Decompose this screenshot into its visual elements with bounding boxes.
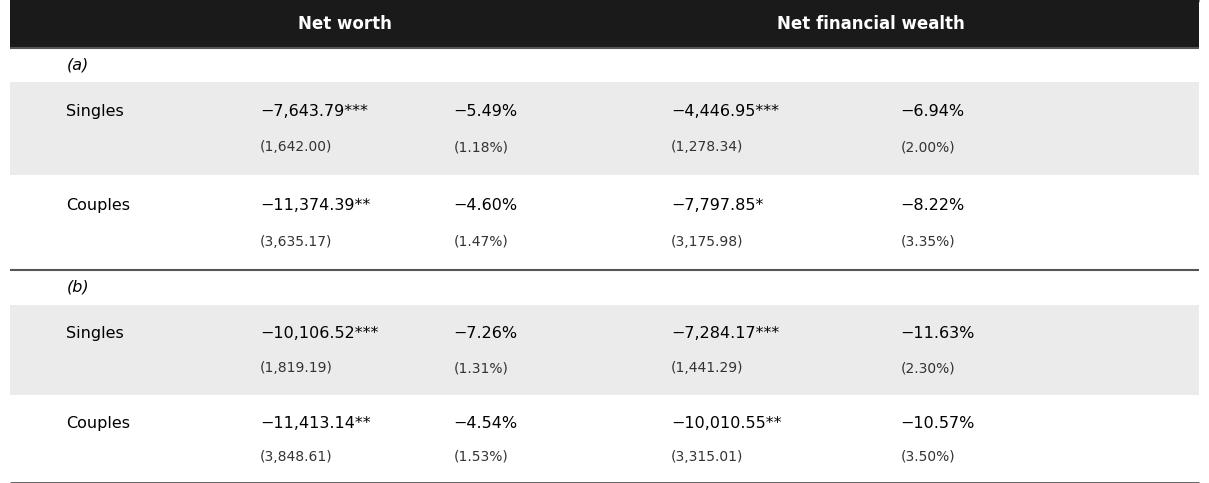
Text: −7.26%: −7.26% <box>453 327 517 341</box>
Bar <box>10 395 1199 483</box>
Bar <box>10 305 1199 395</box>
Text: −4.54%: −4.54% <box>453 416 517 431</box>
Text: −10,106.52***: −10,106.52*** <box>260 327 378 341</box>
Text: −4,446.95***: −4,446.95*** <box>671 104 779 119</box>
Bar <box>10 82 1199 175</box>
Text: (3.35%): (3.35%) <box>901 235 955 248</box>
Bar <box>10 270 1199 305</box>
Text: Singles: Singles <box>66 327 125 341</box>
Text: (1,278.34): (1,278.34) <box>671 140 744 154</box>
Bar <box>10 175 1199 270</box>
Text: (2.30%): (2.30%) <box>901 361 955 375</box>
Text: −11.63%: −11.63% <box>901 327 976 341</box>
Text: Net worth: Net worth <box>297 15 392 33</box>
Text: −4.60%: −4.60% <box>453 198 517 213</box>
Text: (b): (b) <box>66 280 89 295</box>
Text: −8.22%: −8.22% <box>901 198 965 213</box>
Text: (1,441.29): (1,441.29) <box>671 361 744 375</box>
Text: (3.50%): (3.50%) <box>901 450 955 464</box>
Text: (1,819.19): (1,819.19) <box>260 361 332 375</box>
Text: −7,797.85*: −7,797.85* <box>671 198 763 213</box>
Text: (1.53%): (1.53%) <box>453 450 508 464</box>
Text: (3,848.61): (3,848.61) <box>260 450 332 464</box>
Text: −10,010.55**: −10,010.55** <box>671 416 781 431</box>
Text: Couples: Couples <box>66 416 131 431</box>
Text: (3,315.01): (3,315.01) <box>671 450 744 464</box>
Bar <box>10 48 1199 82</box>
Text: −7,284.17***: −7,284.17*** <box>671 327 780 341</box>
Text: (3,175.98): (3,175.98) <box>671 235 744 248</box>
Text: (1.47%): (1.47%) <box>453 235 508 248</box>
Bar <box>10 0 1199 48</box>
Text: (1,642.00): (1,642.00) <box>260 140 332 154</box>
Text: Couples: Couples <box>66 198 131 213</box>
Text: Singles: Singles <box>66 104 125 119</box>
Text: −10.57%: −10.57% <box>901 416 976 431</box>
Text: (1.31%): (1.31%) <box>453 361 508 375</box>
Text: (2.00%): (2.00%) <box>901 140 955 154</box>
Text: Net financial wealth: Net financial wealth <box>776 15 965 33</box>
Text: −11,374.39**: −11,374.39** <box>260 198 370 213</box>
Text: −11,413.14**: −11,413.14** <box>260 416 371 431</box>
Text: (1.18%): (1.18%) <box>453 140 508 154</box>
Text: (3,635.17): (3,635.17) <box>260 235 332 248</box>
Text: −5.49%: −5.49% <box>453 104 517 119</box>
Text: −7,643.79***: −7,643.79*** <box>260 104 368 119</box>
Text: −6.94%: −6.94% <box>901 104 965 119</box>
Text: (a): (a) <box>66 57 88 72</box>
